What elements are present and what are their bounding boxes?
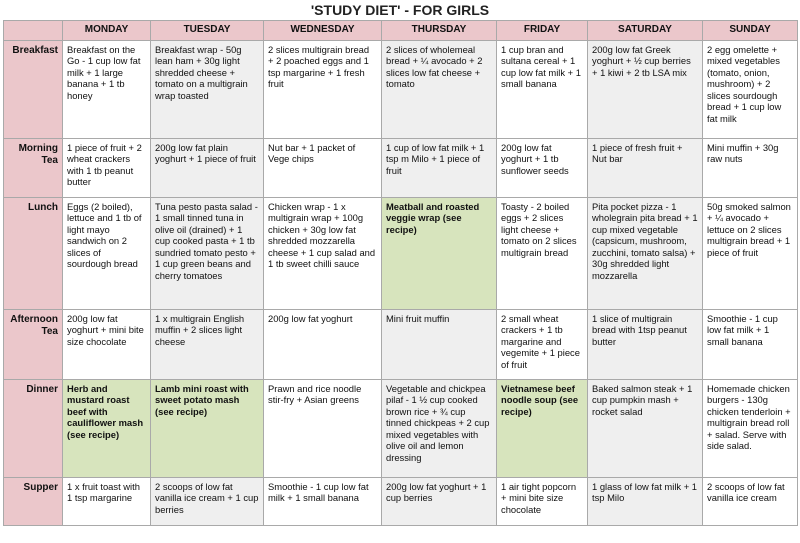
- meal-row-lunch: Lunch Eggs (2 boiled), lettuce and 1 tb …: [3, 197, 798, 310]
- meal-cell-breakfast-tuesday: Breakfast wrap - 50g lean ham + 30g ligh…: [150, 40, 264, 139]
- meal-plan-table: MONDAY TUESDAY WEDNESDAY THURSDAY FRIDAY…: [3, 20, 798, 526]
- meal-cell-morning-tea-tuesday: 200g low fat plain yoghurt + 1 piece of …: [150, 138, 264, 198]
- meal-cell-afternoon-tea-monday: 200g low fat yoghurt + mini bite size ch…: [62, 309, 151, 380]
- day-header-wednesday: WEDNESDAY: [263, 20, 382, 41]
- meal-cell-afternoon-tea-tuesday: 1 x multigrain English muffin + 2 slices…: [150, 309, 264, 380]
- meal-cell-lunch-friday: Toasty - 2 boiled eggs + 2 slices light …: [496, 197, 588, 310]
- meal-label-breakfast: Breakfast: [3, 40, 63, 139]
- meal-cell-afternoon-tea-friday: 2 small wheat crackers + 1 tb margarine …: [496, 309, 588, 380]
- meal-row-morning-tea: Morning Tea 1 piece of fruit + 2 wheat c…: [3, 138, 798, 198]
- meal-cell-supper-wednesday: Smoothie - 1 cup low fat milk + 1 small …: [263, 477, 382, 526]
- meal-cell-lunch-sunday: 50g smoked salmon + ¼ avocado + lettuce …: [702, 197, 798, 310]
- meal-row-breakfast: Breakfast Breakfast on the Go - 1 cup lo…: [3, 40, 798, 139]
- day-header-row: MONDAY TUESDAY WEDNESDAY THURSDAY FRIDAY…: [3, 20, 798, 41]
- day-header-friday: FRIDAY: [496, 20, 588, 41]
- meal-row-afternoon-tea: Afternoon Tea 200g low fat yoghurt + min…: [3, 309, 798, 380]
- meal-cell-breakfast-wednesday: 2 slices multigrain bread + 2 poached eg…: [263, 40, 382, 139]
- corner-cell: [3, 20, 63, 41]
- meal-cell-dinner-tuesday-recipe: Lamb mini roast with sweet potato mash (…: [150, 379, 264, 478]
- meal-cell-lunch-wednesday: Chicken wrap - 1 x multigrain wrap + 100…: [263, 197, 382, 310]
- meal-cell-morning-tea-monday: 1 piece of fruit + 2 wheat crackers with…: [62, 138, 151, 198]
- meal-cell-dinner-sunday: Homemade chicken burgers - 130g chicken …: [702, 379, 798, 478]
- meal-cell-lunch-tuesday: Tuna pesto pasta salad - 1 small tinned …: [150, 197, 264, 310]
- meal-cell-breakfast-monday: Breakfast on the Go - 1 cup low fat milk…: [62, 40, 151, 139]
- meal-cell-breakfast-thursday: 2 slices of wholemeal bread + ¼ avocado …: [381, 40, 497, 139]
- meal-row-supper: Supper 1 x fruit toast with 1 tsp margar…: [3, 477, 798, 526]
- day-header-tuesday: TUESDAY: [150, 20, 264, 41]
- meal-cell-supper-thursday: 200g low fat yoghurt + 1 cup berries: [381, 477, 497, 526]
- meal-label-morning-tea: Morning Tea: [3, 138, 63, 198]
- meal-cell-morning-tea-sunday: Mini muffin + 30g raw nuts: [702, 138, 798, 198]
- day-header-saturday: SATURDAY: [587, 20, 703, 41]
- meal-cell-dinner-friday-recipe: Vietnamese beef noodle soup (see recipe): [496, 379, 588, 478]
- meal-label-afternoon-tea: Afternoon Tea: [3, 309, 63, 380]
- meal-cell-morning-tea-thursday: 1 cup of low fat milk + 1 tsp m Milo + 1…: [381, 138, 497, 198]
- meal-cell-morning-tea-friday: 200g low fat yoghurt + 1 tb sunflower se…: [496, 138, 588, 198]
- meal-label-supper: Supper: [3, 477, 63, 526]
- meal-cell-breakfast-friday: 1 cup bran and sultana cereal + 1 cup lo…: [496, 40, 588, 139]
- day-header-thursday: THURSDAY: [381, 20, 497, 41]
- meal-cell-afternoon-tea-wednesday: 200g low fat yoghurt: [263, 309, 382, 380]
- day-header-sunday: SUNDAY: [702, 20, 798, 41]
- meal-cell-afternoon-tea-saturday: 1 slice of multigrain bread with 1tsp pe…: [587, 309, 703, 380]
- meal-cell-morning-tea-saturday: 1 piece of fresh fruit + Nut bar: [587, 138, 703, 198]
- meal-label-dinner: Dinner: [3, 379, 63, 478]
- day-header-monday: MONDAY: [62, 20, 151, 41]
- meal-cell-breakfast-saturday: 200g low fat Greek yoghurt + ½ cup berri…: [587, 40, 703, 139]
- meal-label-lunch: Lunch: [3, 197, 63, 310]
- meal-cell-afternoon-tea-sunday: Smoothie - 1 cup low fat milk + 1 small …: [702, 309, 798, 380]
- meal-cell-supper-saturday: 1 glass of low fat milk + 1 tsp Milo: [587, 477, 703, 526]
- meal-cell-dinner-saturday: Baked salmon steak + 1 cup pumpkin mash …: [587, 379, 703, 478]
- meal-cell-lunch-saturday: Pita pocket pizza - 1 wholegrain pita br…: [587, 197, 703, 310]
- page-title: 'STUDY DIET' - FOR GIRLS: [310, 2, 490, 18]
- meal-cell-dinner-monday-recipe: Herb and mustard roast beef with caulifl…: [62, 379, 151, 478]
- meal-cell-dinner-thursday: Vegetable and chickpea pilaf - 1 ½ cup c…: [381, 379, 497, 478]
- meal-cell-breakfast-sunday: 2 egg omelette + mixed vegetables (tomat…: [702, 40, 798, 139]
- meal-cell-supper-tuesday: 2 scoops of low fat vanilla ice cream + …: [150, 477, 264, 526]
- meal-row-dinner: Dinner Herb and mustard roast beef with …: [3, 379, 798, 478]
- meal-cell-supper-monday: 1 x fruit toast with 1 tsp margarine: [62, 477, 151, 526]
- meal-cell-supper-friday: 1 air tight popcorn + mini bite size cho…: [496, 477, 588, 526]
- meal-cell-afternoon-tea-thursday: Mini fruit muffin: [381, 309, 497, 380]
- meal-cell-morning-tea-wednesday: Nut bar + 1 packet of Vege chips: [263, 138, 382, 198]
- meal-cell-lunch-thursday-recipe: Meatball and roasted veggie wrap (see re…: [381, 197, 497, 310]
- meal-cell-dinner-wednesday: Prawn and rice noodle stir-fry + Asian g…: [263, 379, 382, 478]
- meal-cell-lunch-monday: Eggs (2 boiled), lettuce and 1 tb of lig…: [62, 197, 151, 310]
- meal-cell-supper-sunday: 2 scoops of low fat vanilla ice cream: [702, 477, 798, 526]
